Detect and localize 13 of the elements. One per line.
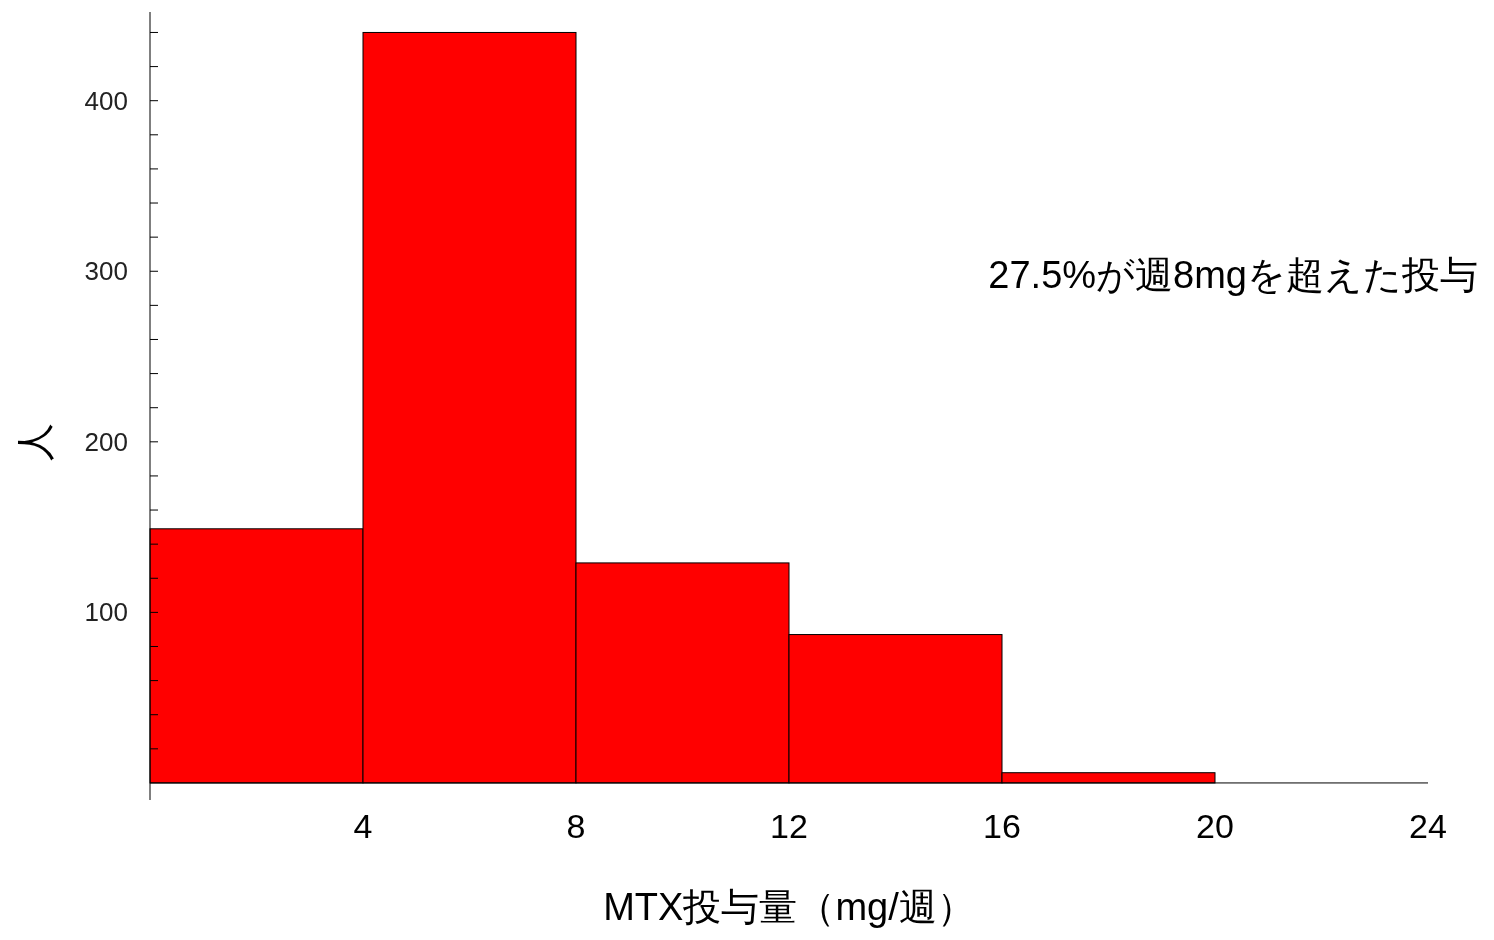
y-tick-label: 300: [84, 256, 128, 287]
annotation: 27.5%が週8mgを超えた投与: [988, 254, 1478, 296]
x-tick-label: 24: [1409, 806, 1447, 845]
x-tick-label: 12: [770, 806, 808, 845]
x-tick-label: 8: [566, 806, 586, 845]
x-axis-title: MTX投与量（mg/週）: [603, 886, 975, 928]
x-tick-label: 16: [983, 806, 1021, 845]
y-tick-label: 400: [84, 85, 128, 116]
y-axis-title: 人: [14, 422, 56, 461]
y-tick-label: 100: [84, 597, 128, 628]
x-tick-label: 4: [353, 806, 373, 845]
x-tick-label: 20: [1196, 806, 1234, 845]
y-tick-label: 200: [84, 426, 128, 457]
